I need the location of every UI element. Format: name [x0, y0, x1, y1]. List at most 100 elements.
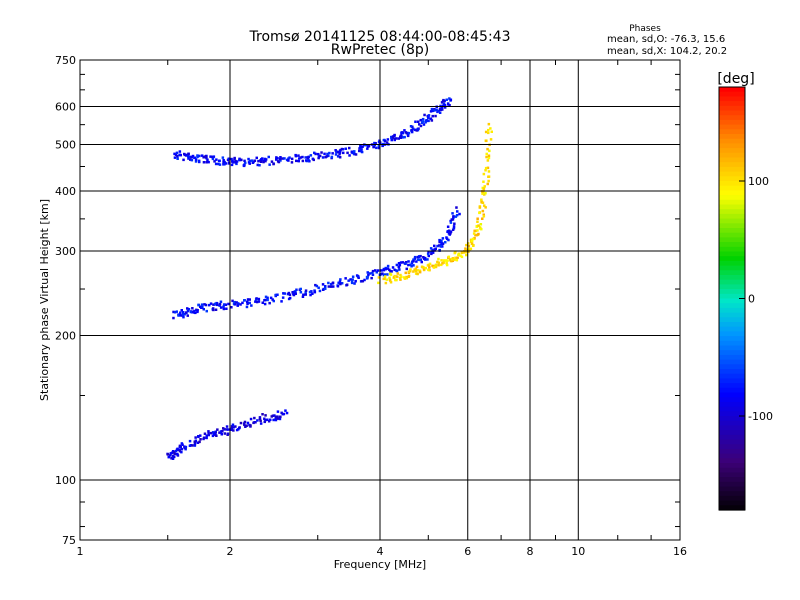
- data-point: [304, 291, 307, 294]
- data-point: [223, 163, 226, 166]
- data-point: [414, 267, 418, 270]
- data-point: [470, 242, 474, 245]
- data-point: [280, 300, 283, 303]
- data-point: [412, 127, 415, 131]
- data-point: [188, 439, 192, 443]
- data-point: [231, 423, 235, 426]
- data-point: [421, 117, 425, 121]
- data-point: [449, 230, 453, 233]
- data-point: [312, 158, 315, 162]
- data-point: [347, 279, 350, 282]
- data-point: [181, 311, 185, 314]
- data-point: [202, 161, 206, 164]
- data-point: [444, 259, 448, 262]
- data-point: [416, 255, 420, 259]
- data-point: [486, 159, 490, 162]
- data-point: [422, 266, 425, 269]
- data-point: [279, 415, 282, 419]
- data-point: [364, 143, 367, 147]
- data-point: [438, 240, 441, 244]
- data-point: [211, 307, 215, 310]
- colorbar-segment: [719, 453, 745, 459]
- data-point: [254, 300, 257, 303]
- colorbar-segment: [719, 298, 745, 304]
- data-point: [412, 270, 415, 273]
- data-point: [311, 292, 314, 295]
- data-point: [299, 287, 302, 291]
- data-point: [194, 160, 198, 163]
- data-point: [339, 278, 342, 281]
- data-point: [442, 98, 445, 102]
- data-point: [175, 151, 179, 155]
- data-point: [223, 432, 227, 435]
- data-point: [455, 258, 459, 262]
- data-point: [437, 257, 440, 261]
- data-point: [175, 310, 178, 313]
- data-point: [472, 232, 476, 235]
- data-point: [418, 270, 422, 274]
- data-point: [173, 311, 177, 314]
- data-point: [315, 284, 319, 288]
- data-point: [195, 308, 198, 312]
- data-point: [480, 200, 483, 203]
- data-point: [190, 158, 194, 162]
- data-point: [384, 267, 387, 271]
- data-point: [249, 417, 253, 421]
- data-point: [482, 213, 485, 216]
- data-point: [327, 154, 330, 158]
- data-point: [403, 135, 406, 139]
- data-point: [488, 149, 491, 153]
- chart-title: Tromsø 20141125 08:44:00-08:45:43: [249, 29, 511, 45]
- data-point: [173, 152, 176, 156]
- data-point: [210, 431, 213, 435]
- colorbar-segment: [719, 270, 745, 276]
- data-point: [264, 158, 268, 161]
- data-point: [247, 161, 251, 164]
- data-point: [196, 154, 199, 157]
- data-point: [193, 156, 197, 159]
- data-point: [469, 247, 473, 251]
- data-point: [299, 291, 303, 294]
- data-point: [321, 156, 325, 159]
- data-point: [325, 155, 329, 158]
- data-point: [270, 415, 273, 418]
- data-point: [313, 151, 316, 155]
- data-point: [331, 282, 335, 285]
- data-point: [184, 445, 188, 449]
- data-point: [446, 225, 450, 228]
- data-point: [411, 260, 414, 263]
- data-point: [269, 418, 272, 421]
- data-point: [279, 156, 282, 159]
- data-point: [386, 267, 390, 270]
- data-point: [266, 296, 269, 300]
- data-point: [253, 159, 257, 162]
- data-point: [187, 157, 190, 160]
- data-point: [179, 311, 182, 314]
- colorbar-segment: [719, 477, 745, 483]
- data-point: [409, 268, 412, 271]
- data-point: [323, 152, 326, 156]
- data-point: [385, 141, 389, 144]
- colorbar-segment: [719, 218, 745, 224]
- data-point: [412, 259, 415, 263]
- data-point: [382, 268, 386, 272]
- data-point: [415, 265, 419, 269]
- data-point: [248, 301, 251, 305]
- colorbar-segment: [719, 463, 745, 469]
- data-point: [259, 422, 263, 425]
- data-point: [451, 259, 455, 262]
- data-point: [295, 288, 298, 291]
- data-point: [386, 273, 389, 276]
- colorbar-tick-label: -100: [748, 410, 773, 423]
- data-point: [264, 418, 267, 422]
- data-point: [373, 141, 376, 145]
- data-point: [212, 308, 215, 312]
- y-axis-label: Stationary phase Virtual Height [km]: [38, 199, 51, 401]
- data-point: [436, 244, 439, 248]
- colorbar-segment: [719, 458, 745, 464]
- data-point: [431, 109, 435, 113]
- data-point: [348, 154, 351, 157]
- data-point: [377, 146, 381, 150]
- colorbar-segment: [719, 195, 745, 201]
- data-point: [467, 250, 470, 253]
